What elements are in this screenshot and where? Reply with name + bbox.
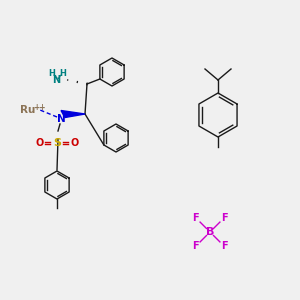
Text: F: F <box>221 241 227 251</box>
Text: O: O <box>71 138 79 148</box>
Text: B: B <box>206 227 214 237</box>
Text: O: O <box>36 138 44 148</box>
Text: F: F <box>193 213 199 223</box>
Text: F: F <box>221 213 227 223</box>
Text: F: F <box>193 241 199 251</box>
Text: N: N <box>52 75 60 85</box>
Polygon shape <box>61 110 85 118</box>
Text: ++: ++ <box>34 103 46 112</box>
Text: H: H <box>60 70 66 79</box>
Text: H: H <box>49 70 56 79</box>
Text: Ru: Ru <box>20 105 36 115</box>
Text: N: N <box>57 114 65 124</box>
Text: S: S <box>53 138 61 148</box>
